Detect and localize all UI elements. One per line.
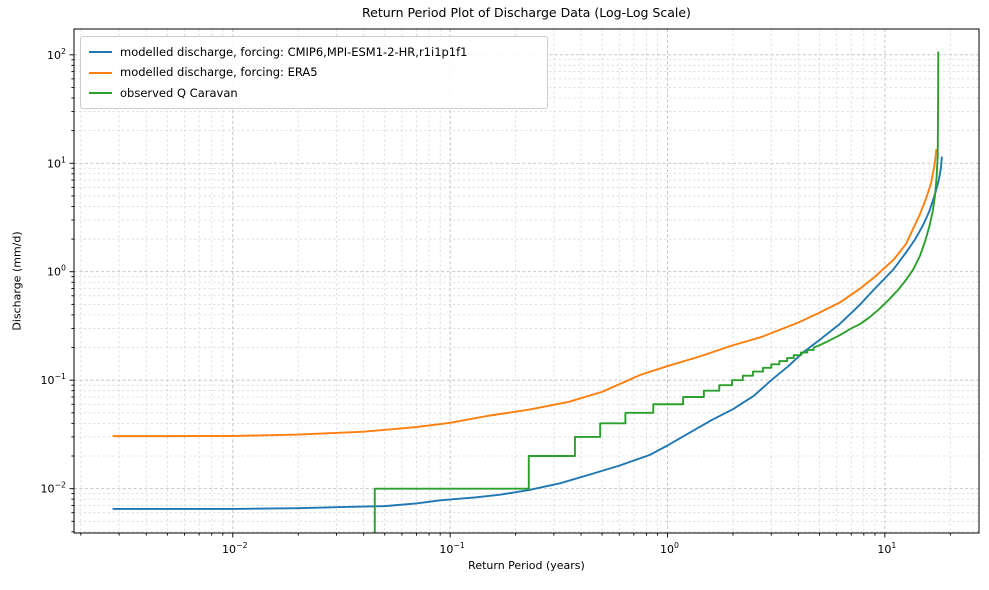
x-tick-label: 100 — [660, 541, 679, 556]
major-gridlines — [74, 29, 979, 533]
x-tick-label: 10−1 — [439, 541, 465, 556]
legend-item: modelled discharge, forcing: ERA5 — [89, 63, 539, 84]
series-line-1 — [112, 149, 938, 438]
y-tick-label: 10−1 — [41, 372, 67, 387]
tick-labels: 10−2 10−1 100 101 10−2 10−1 100 101 102 — [41, 47, 897, 556]
x-tick-label: 101 — [877, 541, 896, 556]
legend-label: modelled discharge, forcing: CMIP6,MPI-E… — [120, 44, 468, 59]
x-axis-label: Return Period (years) — [468, 559, 585, 572]
y-tick-label: 101 — [47, 155, 66, 170]
y-tick-label: 102 — [47, 47, 66, 62]
minor-gridlines — [74, 29, 979, 533]
legend-swatch — [89, 92, 112, 95]
x-tick-label: 10−2 — [222, 541, 248, 556]
legend-label: observed Q Caravan — [120, 85, 238, 100]
plot-spines — [73, 28, 980, 534]
axis-ticks — [69, 54, 951, 538]
legend-item: observed Q Caravan — [89, 83, 539, 104]
legend-swatch — [89, 51, 112, 54]
y-axis-label: Discharge (mm/d) — [10, 231, 24, 331]
y-tick-label: 10−2 — [41, 481, 67, 496]
series-line-0 — [112, 156, 943, 510]
series-line-2 — [373, 51, 940, 533]
legend: modelled discharge, forcing: CMIP6,MPI-E… — [80, 36, 548, 109]
y-tick-label: 100 — [47, 264, 66, 279]
legend-swatch — [89, 71, 112, 74]
legend-item: modelled discharge, forcing: CMIP6,MPI-E… — [89, 42, 539, 63]
legend-label: modelled discharge, forcing: ERA5 — [120, 65, 318, 80]
chart-title: Return Period Plot of Discharge Data (Lo… — [362, 5, 691, 20]
